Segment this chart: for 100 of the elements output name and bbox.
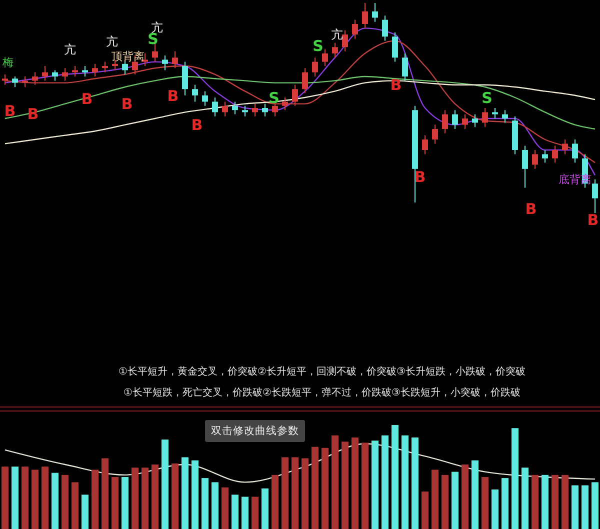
bar xyxy=(562,474,568,529)
candlestick xyxy=(322,48,328,66)
bar xyxy=(462,464,468,529)
bar xyxy=(422,492,428,529)
bar xyxy=(172,463,178,529)
candlestick xyxy=(312,57,318,77)
bar xyxy=(162,440,168,529)
candlestick xyxy=(402,52,408,82)
bar xyxy=(472,460,478,529)
candlestick xyxy=(372,2,378,22)
bar xyxy=(322,448,328,529)
bar xyxy=(512,428,518,529)
candlestick xyxy=(542,150,548,164)
annotation: B xyxy=(390,76,402,94)
bar xyxy=(152,464,158,529)
candlestick xyxy=(332,42,338,58)
bar xyxy=(62,474,68,529)
candlestick xyxy=(342,30,348,52)
candlestick xyxy=(482,108,488,128)
candlestick xyxy=(352,19,358,40)
candlestick xyxy=(532,150,538,170)
candlestick xyxy=(62,68,68,82)
bar xyxy=(482,477,488,529)
bar xyxy=(332,435,338,529)
candlestick xyxy=(222,101,228,117)
bar xyxy=(452,472,458,529)
bar xyxy=(232,494,238,529)
candlestick xyxy=(442,110,448,134)
bar xyxy=(442,474,448,529)
text: ①长平短跌，死亡交叉，价跌破②长跌短平，弹不过，价跌破③长跌短升，小突破，价跌破 xyxy=(124,386,520,399)
candlestick xyxy=(392,32,398,62)
bar xyxy=(582,485,588,529)
candlestick xyxy=(462,114,468,130)
bar xyxy=(522,468,528,529)
candlestick xyxy=(252,103,258,117)
annotation: B xyxy=(191,116,203,134)
bar xyxy=(52,472,58,529)
bar xyxy=(542,474,548,529)
bar xyxy=(102,458,108,529)
bar xyxy=(212,482,218,529)
candlestick xyxy=(242,105,248,117)
candlestick xyxy=(212,97,218,117)
candlestick xyxy=(432,124,438,144)
candlestick xyxy=(522,145,528,188)
annotation: B xyxy=(414,168,426,186)
candlestick xyxy=(562,139,568,155)
bar xyxy=(72,482,78,529)
bar xyxy=(2,466,8,529)
candlestick xyxy=(32,72,38,86)
bar xyxy=(132,468,138,529)
annotation: B xyxy=(525,200,537,218)
bar xyxy=(302,458,308,529)
bar xyxy=(142,468,148,529)
candlestick xyxy=(12,76,18,88)
candlestick xyxy=(232,101,238,115)
candlestick xyxy=(82,66,88,77)
candlestick xyxy=(52,70,58,82)
bar xyxy=(492,489,498,529)
annotation: B xyxy=(167,87,179,106)
bar xyxy=(222,487,228,529)
candlestick xyxy=(22,76,28,88)
annotation: 亢 xyxy=(64,42,76,56)
bar xyxy=(112,477,118,529)
annotation: B xyxy=(121,95,133,114)
candlestick xyxy=(192,84,198,102)
bar xyxy=(432,470,438,529)
annotation: 亢 xyxy=(331,27,343,42)
candlestick xyxy=(92,63,98,77)
bar xyxy=(342,442,348,529)
bar xyxy=(262,488,268,529)
annotation: 双击修改曲线参数 xyxy=(211,424,299,437)
candlestick xyxy=(422,134,428,155)
candlestick xyxy=(292,84,298,106)
bar xyxy=(372,440,378,529)
bar xyxy=(182,457,188,529)
candlestick xyxy=(302,68,308,94)
annotation: B xyxy=(587,211,599,230)
annotation: 梅 xyxy=(2,56,14,70)
bar xyxy=(32,470,38,529)
annotation: 亢 xyxy=(106,34,118,48)
annotation: B xyxy=(4,102,16,120)
candlestick xyxy=(382,15,388,42)
candlestick xyxy=(502,110,508,124)
candlestick xyxy=(102,61,108,73)
annotation: 亢 xyxy=(151,20,163,34)
bar xyxy=(312,446,318,529)
candlestick xyxy=(182,61,188,96)
bar xyxy=(202,478,208,529)
bar xyxy=(122,477,128,529)
bar xyxy=(282,457,288,529)
bar xyxy=(592,482,598,529)
candlestick xyxy=(552,145,558,164)
candlestick xyxy=(472,114,478,128)
candlestick xyxy=(452,110,458,130)
bar xyxy=(192,460,198,529)
bar xyxy=(22,466,28,529)
bar xyxy=(252,496,258,529)
candlestick xyxy=(172,50,178,69)
bar xyxy=(402,435,408,529)
annotation: S xyxy=(482,89,492,108)
